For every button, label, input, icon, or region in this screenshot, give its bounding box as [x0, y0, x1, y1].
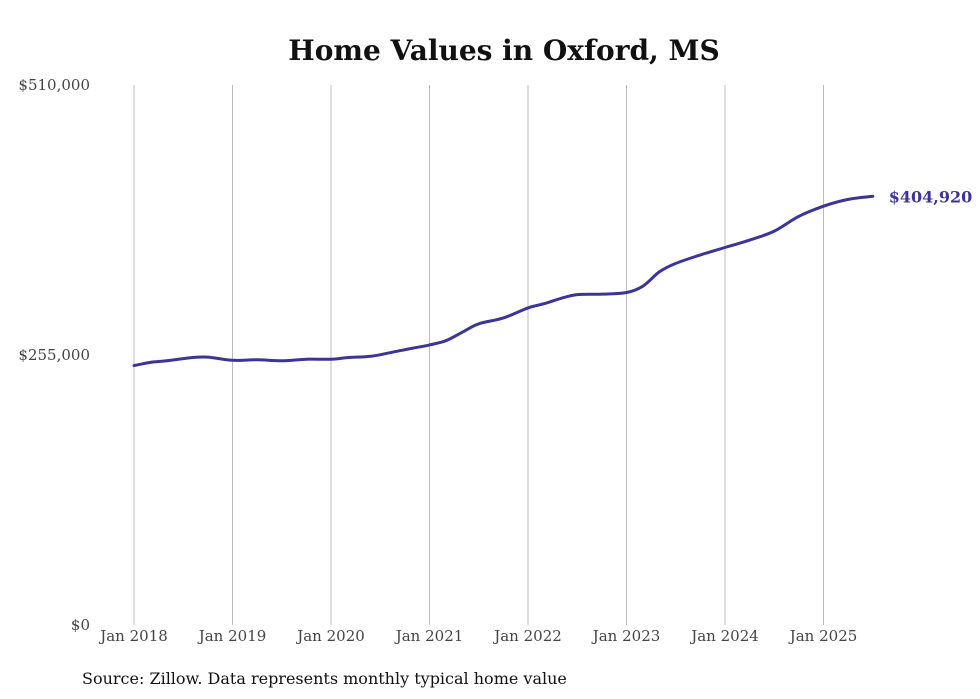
y-axis-ticks: $510,000 $255,000 $0: [18, 76, 90, 634]
x-tick-label: Jan 2020: [295, 627, 365, 645]
y-tick-label: $510,000: [18, 76, 90, 94]
x-tick-label: Jan 2018: [98, 627, 168, 645]
x-tick-label: Jan 2021: [394, 627, 464, 645]
latest-value-label: $404,920: [889, 187, 973, 206]
source-note: Source: Zillow. Data represents monthly …: [82, 669, 567, 688]
chart-title: Home Values in Oxford, MS: [288, 34, 720, 67]
home-value-line: [132, 194, 875, 368]
x-tick-label: Jan 2024: [689, 627, 759, 645]
gridlines: [133, 85, 824, 625]
y-tick-label: $0: [71, 616, 90, 634]
y-tick-label: $255,000: [18, 346, 90, 364]
x-tick-label: Jan 2023: [591, 627, 661, 645]
x-tick-label: Jan 2022: [492, 627, 562, 645]
x-tick-label: Jan 2025: [788, 627, 858, 645]
x-axis-ticks: Jan 2018 Jan 2019 Jan 2020 Jan 2021 Jan 2022…: [98, 627, 857, 645]
x-tick-label: Jan 2019: [197, 627, 267, 645]
